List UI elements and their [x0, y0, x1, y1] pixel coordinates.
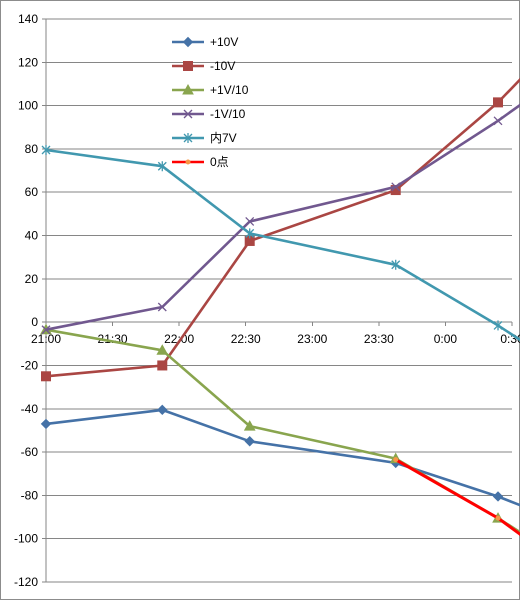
legend-label: +10V: [210, 35, 238, 49]
data-point: [41, 145, 51, 156]
series--10V: [41, 77, 520, 382]
square-marker: [493, 97, 504, 108]
series-+1V/10: [40, 323, 520, 534]
data-point: [393, 457, 399, 463]
x-marker-stroke: [391, 182, 401, 192]
data-point: [41, 371, 51, 382]
y-tick-label: -80: [21, 488, 39, 502]
diamond-marker: [157, 404, 168, 416]
y-tick-label: -60: [21, 445, 39, 459]
legend-label: +1V/10: [210, 83, 249, 97]
data-point: [41, 325, 51, 335]
diamond-marker: [244, 436, 255, 447]
legend-item: 内7V: [172, 131, 237, 145]
y-tick-label: 80: [25, 142, 39, 156]
legend-label: -10V: [210, 59, 235, 73]
diamond-marker: [182, 36, 194, 48]
x-tick-label: 23:00: [297, 332, 327, 346]
series-内7V: [41, 145, 520, 342]
legend-item: -10V: [172, 59, 235, 73]
series-line: [45, 103, 520, 331]
triangle-marker: [243, 420, 256, 431]
y-tick-label: 120: [18, 55, 38, 69]
series-line: [45, 77, 520, 378]
square-marker: [157, 360, 168, 371]
y-tick-label: -100: [14, 532, 38, 546]
y-tick-label: 40: [25, 229, 39, 243]
data-point: [493, 116, 503, 126]
series-line: [45, 328, 520, 534]
data-point: [157, 404, 168, 416]
data-point: [183, 61, 193, 71]
data-point: [243, 420, 256, 431]
data-point: [182, 36, 194, 48]
data-point: [492, 491, 504, 502]
gridlines: [46, 18, 512, 583]
dot-marker: [393, 457, 399, 463]
square-marker: [183, 61, 193, 71]
data-point: [245, 228, 255, 239]
data-point: [495, 515, 501, 521]
series-line: [45, 148, 520, 342]
diamond-marker: [492, 491, 504, 502]
legend-label: 0点: [210, 155, 229, 169]
series-+10V: [40, 404, 520, 507]
series-line: [394, 458, 520, 537]
legend: +10V -10V +1V/10 -1V/10 内7V 0点: [172, 35, 249, 169]
x-marker-stroke: [41, 325, 51, 335]
triangle-marker: [156, 344, 169, 355]
series-layer: [40, 77, 520, 537]
diamond-marker: [40, 418, 52, 430]
y-tick-label: 60: [25, 185, 39, 199]
dot-marker: [185, 159, 191, 165]
data-point: [40, 418, 52, 430]
legend-label: -1V/10: [210, 107, 246, 121]
data-point: [183, 133, 193, 143]
x-tick-label: 22:30: [231, 332, 261, 346]
y-tick-label: -20: [21, 358, 39, 372]
y-tick-label: 20: [25, 272, 39, 286]
data-point: [391, 259, 401, 270]
data-point: [493, 320, 503, 331]
data-point: [157, 161, 167, 172]
y-tick-label: -40: [21, 402, 39, 416]
legend-item: +1V/10: [172, 83, 249, 97]
data-point: [244, 436, 255, 447]
x-tick-label: 21:00: [31, 332, 61, 346]
data-point: [182, 83, 194, 95]
data-point: [156, 344, 169, 355]
x-marker-stroke: [157, 302, 167, 312]
legend-item: +10V: [172, 35, 238, 49]
square-marker: [41, 371, 51, 382]
x-tick-label: 0:00: [434, 332, 458, 346]
data-point: [391, 182, 401, 192]
x-marker-stroke: [493, 116, 503, 126]
series-0点: [393, 457, 520, 537]
data-point: [245, 217, 255, 226]
legend-item: 0点: [172, 155, 229, 169]
y-tick-label: -120: [14, 575, 38, 589]
axes: -120 -100 -80 -60 -40 -20 0 20 40 60 80 100 120 140 21…: [14, 12, 520, 589]
series-line: [45, 408, 520, 507]
data-point: [157, 360, 168, 371]
x-marker-stroke: [183, 109, 193, 119]
y-tick-label: 100: [18, 99, 38, 113]
x-marker-stroke: [245, 217, 255, 226]
data-point: [157, 302, 167, 312]
data-point: [185, 159, 191, 165]
data-point: [183, 109, 193, 119]
series--1V/10: [41, 103, 520, 335]
legend-item: -1V/10: [172, 107, 246, 121]
data-point: [493, 97, 504, 108]
triangle-marker: [182, 83, 194, 95]
legend-label: 内7V: [210, 131, 237, 145]
y-tick-label: 0: [31, 315, 38, 329]
x-tick-label: 23:30: [364, 332, 394, 346]
y-tick-label: 140: [18, 12, 38, 26]
dot-marker: [495, 515, 501, 521]
